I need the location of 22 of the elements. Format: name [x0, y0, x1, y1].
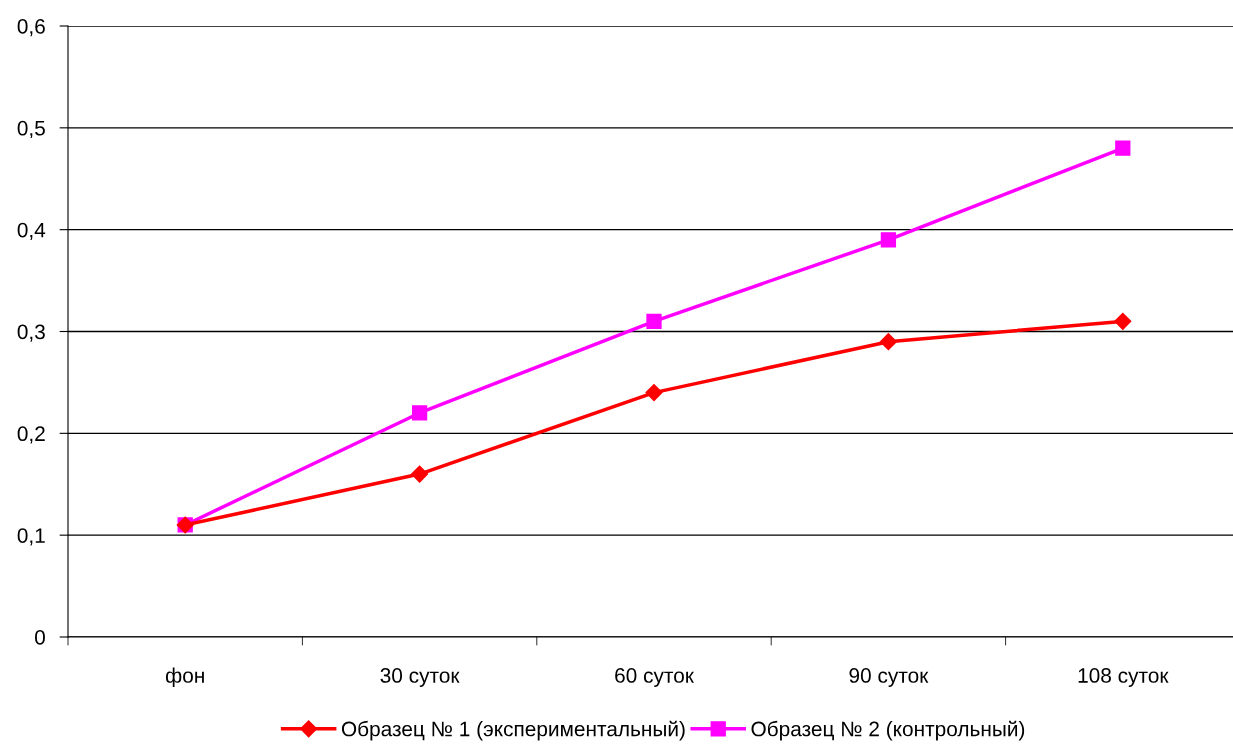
y-tick-label: 0,1 — [17, 528, 45, 546]
legend-label: Образец № 1 (экспериментальный) — [341, 720, 685, 741]
x-tick-label: 60 суток — [615, 668, 694, 687]
point — [645, 384, 663, 402]
y-tick-label: 0,5 — [17, 120, 45, 139]
point — [411, 465, 429, 483]
y-tick-label: 0,6 — [17, 19, 45, 37]
x-tick-label: 90 суток — [849, 668, 929, 687]
point — [646, 313, 662, 329]
y-tick-label: 0,3 — [17, 324, 45, 342]
legend-label: Образец № 2 (контрольный) — [751, 720, 1025, 741]
y-tick-label: 0,2 — [17, 426, 45, 444]
x-tick-label: фон — [165, 667, 204, 687]
x-tick-label: 30 суток — [380, 668, 460, 687]
y-tick-label: 0,4 — [17, 222, 46, 240]
y-tick-label: 0 — [35, 630, 45, 645]
point — [411, 405, 428, 421]
point — [1114, 312, 1132, 330]
point — [1115, 140, 1131, 156]
point — [879, 333, 897, 351]
point — [880, 232, 897, 248]
x-tick-label: 108 суток — [1078, 668, 1169, 687]
